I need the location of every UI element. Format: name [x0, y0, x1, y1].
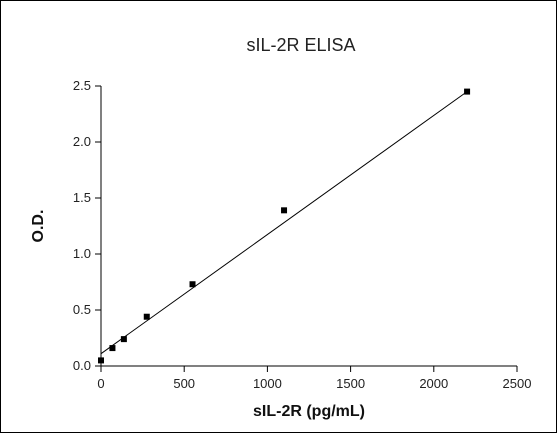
- x-tick-label: 500: [173, 376, 195, 391]
- y-tick-label: 2.5: [73, 78, 91, 93]
- fit-line: [100, 91, 468, 355]
- data-point: [98, 357, 104, 364]
- x-axis-label: sIL-2R (pg/mL): [253, 403, 365, 420]
- chart-title: sIL-2R ELISA: [246, 35, 355, 55]
- x-tick-label: 2000: [419, 376, 448, 391]
- data-point: [109, 345, 116, 352]
- data-point: [143, 313, 150, 320]
- y-tick-label: 1.0: [73, 246, 91, 261]
- x-tick-label: 2500: [503, 376, 532, 391]
- x-tick-label: 0: [97, 376, 104, 391]
- data-point: [464, 88, 471, 95]
- data-point: [120, 336, 127, 343]
- y-tick-label: 1.5: [73, 190, 91, 205]
- y-tick-label: 0.5: [73, 302, 91, 317]
- y-tick-label: 0.0: [73, 358, 91, 373]
- plot-area: 0.0 0.5 1.0 1.5 2.0 2.5 0 500 1000 1500 2000 2500: [73, 78, 532, 391]
- x-tick-label: 1500: [336, 376, 365, 391]
- x-tick-label: 1000: [253, 376, 282, 391]
- y-tick-label: 2.0: [73, 134, 91, 149]
- data-point: [189, 281, 196, 288]
- data-point: [281, 207, 288, 214]
- y-axis-label: O.D.: [30, 210, 47, 243]
